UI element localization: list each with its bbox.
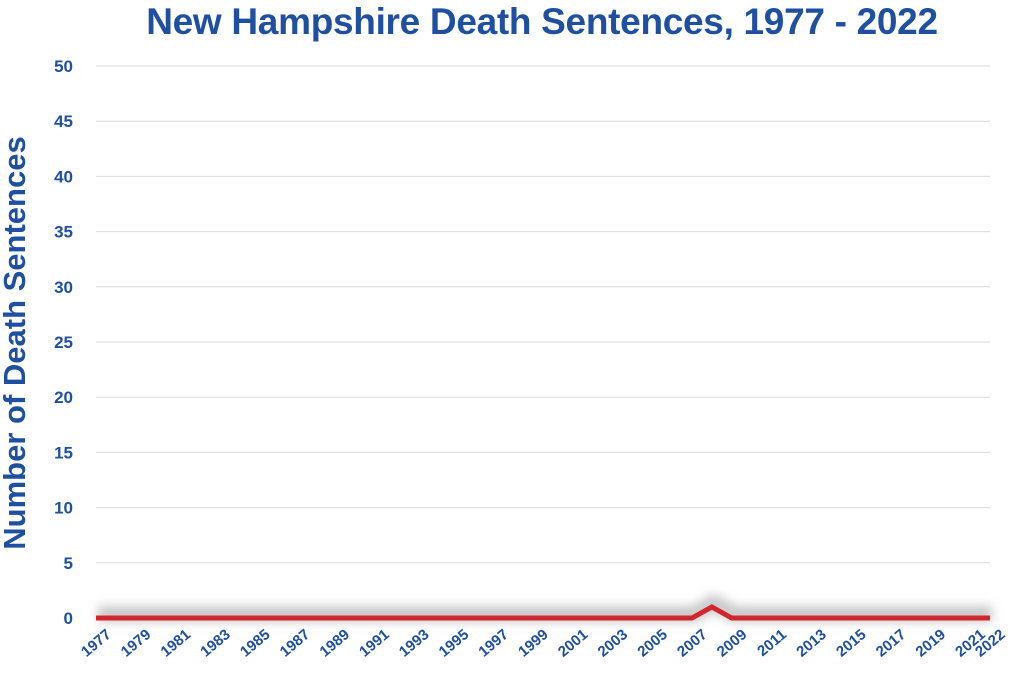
x-tick-label: 2009 — [714, 626, 750, 660]
x-tick-label: 1993 — [396, 626, 432, 660]
y-tick-label: 50 — [54, 57, 73, 76]
series-shadow — [98, 593, 992, 622]
x-tick-label: 2011 — [754, 626, 790, 660]
y-tick-label: 10 — [54, 499, 73, 518]
x-tick-label: 1985 — [237, 626, 273, 660]
y-tick-label: 40 — [54, 167, 73, 186]
series-line — [96, 604, 990, 621]
x-tick-label: 2001 — [555, 626, 591, 660]
x-tick-label: 2005 — [634, 626, 670, 660]
x-tick-label: 1989 — [316, 626, 352, 660]
x-tick-label: 1997 — [475, 626, 511, 660]
y-tick-label: 0 — [64, 609, 73, 628]
x-tick-label: 2007 — [674, 626, 710, 660]
x-tick-label: 2017 — [873, 626, 909, 660]
x-tick-label: 1995 — [436, 626, 472, 660]
y-tick-label: 15 — [54, 443, 73, 462]
x-tick-label: 1987 — [277, 626, 313, 660]
x-tick-label: 1999 — [515, 626, 551, 660]
y-axis-ticks: 0 5 10 15 20 25 30 35 40 45 50 — [54, 57, 73, 628]
x-axis-ticks: 1977 1979 1981 1983 1985 1987 1989 1991 1993 1995… — [78, 626, 1008, 660]
y-tick-label: 35 — [54, 223, 73, 242]
x-tick-label: 2003 — [595, 626, 631, 660]
x-tick-label: 2013 — [793, 626, 829, 660]
x-tick-label: 1983 — [197, 626, 233, 660]
x-tick-label: 1977 — [78, 626, 114, 660]
series-layer — [96, 593, 992, 622]
x-tick-label: 1979 — [118, 626, 154, 660]
y-tick-label: 30 — [54, 278, 73, 297]
x-tick-label: 2019 — [912, 626, 948, 660]
y-tick-label: 20 — [54, 388, 73, 407]
chart-title: New Hampshire Death Sentences, 1977 - 20… — [146, 1, 938, 42]
x-tick-label: 2015 — [833, 626, 869, 660]
x-tick-label: 1991 — [356, 626, 392, 660]
y-tick-label: 45 — [54, 112, 73, 131]
gridlines — [96, 65, 990, 564]
y-tick-label: 5 — [64, 554, 73, 573]
y-tick-label: 25 — [54, 333, 73, 352]
x-tick-label: 1981 — [158, 626, 194, 660]
